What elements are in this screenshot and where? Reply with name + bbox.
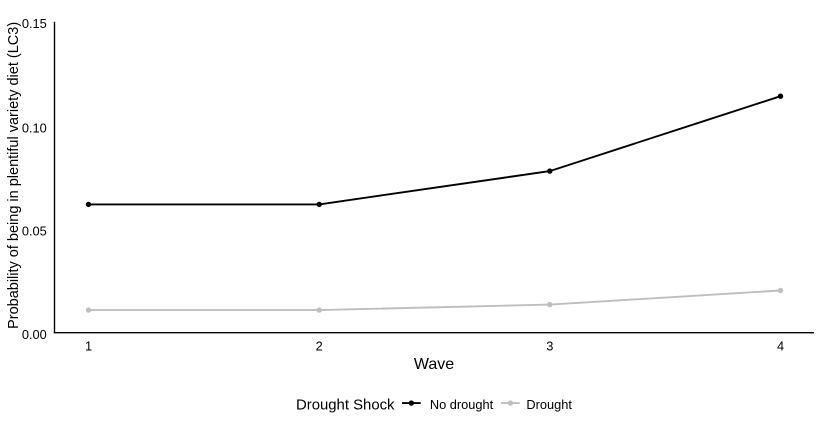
svg-text:4: 4 <box>777 339 784 354</box>
svg-text:Probability of being in plenti: Probability of being in plentiful variet… <box>6 22 22 329</box>
svg-text:2: 2 <box>316 339 323 354</box>
svg-text:3: 3 <box>546 339 553 354</box>
svg-text:0.00: 0.00 <box>22 327 47 342</box>
svg-text:0.10: 0.10 <box>22 120 47 135</box>
svg-text:No drought: No drought <box>430 397 494 412</box>
svg-text:0.05: 0.05 <box>22 223 47 238</box>
svg-text:1: 1 <box>85 339 92 354</box>
svg-text:Drought Shock: Drought Shock <box>296 398 395 414</box>
svg-text:Wave: Wave <box>414 356 454 373</box>
svg-text:0.15: 0.15 <box>22 16 47 31</box>
svg-text:Drought: Drought <box>526 397 572 412</box>
